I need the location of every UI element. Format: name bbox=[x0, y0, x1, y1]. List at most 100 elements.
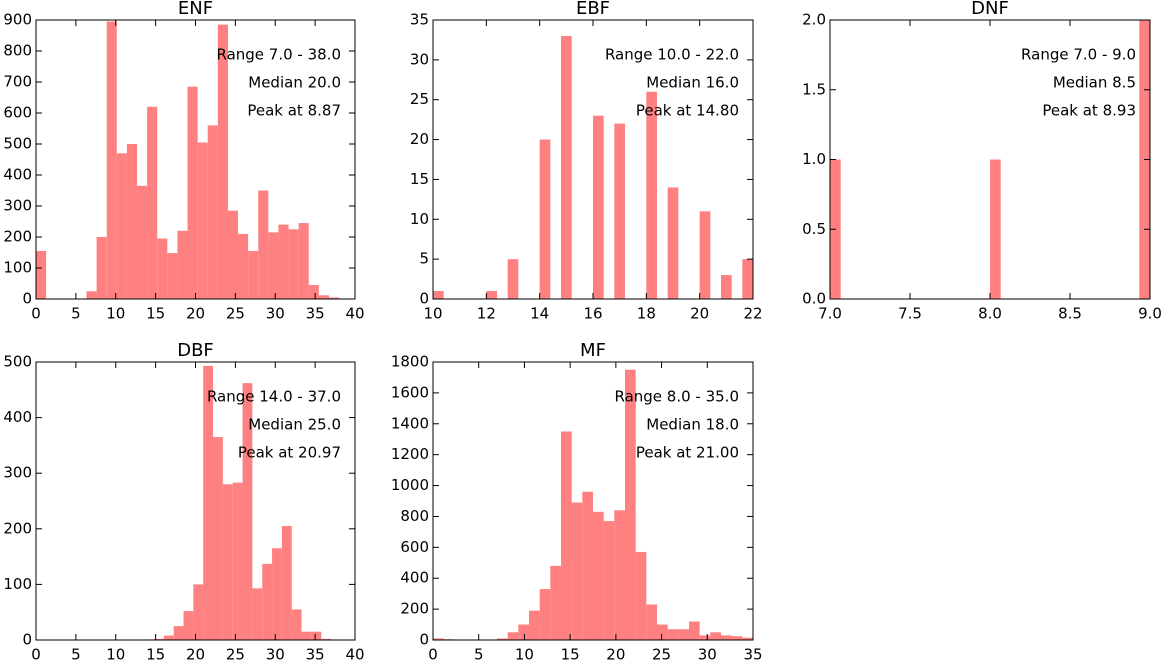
bar bbox=[177, 230, 188, 299]
y-tick-label: 15 bbox=[410, 170, 429, 188]
bar bbox=[710, 632, 721, 640]
x-tick-label: 5 bbox=[71, 646, 81, 661]
bar bbox=[699, 211, 711, 299]
x-tick-label: 0 bbox=[31, 305, 41, 323]
y-tick-label: 600 bbox=[400, 538, 429, 556]
y-tick-label: 25 bbox=[410, 90, 429, 108]
bar bbox=[258, 190, 269, 299]
y-tick-label: 0.5 bbox=[802, 220, 826, 238]
x-tick-label: 7.5 bbox=[898, 305, 922, 323]
x-tick-label: 15 bbox=[146, 305, 165, 323]
x-tick-label: 25 bbox=[226, 646, 245, 661]
annotation: Range 14.0 - 37.0 bbox=[207, 388, 341, 406]
bar bbox=[507, 632, 519, 640]
y-tick-label: 800 bbox=[3, 42, 32, 60]
bar bbox=[137, 185, 148, 299]
y-tick-label: 700 bbox=[3, 73, 32, 91]
y-tick-label: 0 bbox=[419, 631, 429, 649]
bar bbox=[657, 624, 668, 640]
plot-frame bbox=[432, 361, 754, 641]
bar bbox=[646, 604, 657, 640]
y-tick-label: 100 bbox=[3, 575, 32, 593]
bar bbox=[990, 159, 1001, 299]
y-tick-label: 400 bbox=[3, 166, 32, 184]
y-tick-label: 1.0 bbox=[802, 150, 826, 168]
bar bbox=[433, 638, 444, 640]
bar bbox=[262, 563, 273, 640]
x-tick-label: 35 bbox=[306, 305, 325, 323]
y-tick-label: 35 bbox=[410, 11, 429, 29]
y-tick-label: 0 bbox=[22, 290, 32, 308]
bar bbox=[291, 609, 302, 640]
bar bbox=[699, 635, 711, 640]
y-tick-label: 1.5 bbox=[802, 80, 826, 98]
x-tick-label: 15 bbox=[146, 646, 165, 661]
annotation: Peak at 8.87 bbox=[247, 102, 341, 120]
bar bbox=[242, 383, 253, 640]
bar bbox=[278, 224, 289, 299]
x-tick-label: 10 bbox=[515, 646, 534, 661]
annotation: Median 18.0 bbox=[646, 416, 739, 434]
bar bbox=[742, 637, 753, 640]
bar bbox=[593, 511, 604, 640]
bar bbox=[154, 638, 164, 640]
y-tick-label: 500 bbox=[3, 353, 32, 371]
y-tick-label: 1800 bbox=[391, 353, 429, 371]
y-tick-label: 10 bbox=[410, 210, 429, 228]
x-tick-label: 30 bbox=[266, 646, 285, 661]
bar bbox=[193, 584, 204, 640]
bar bbox=[268, 232, 279, 299]
bar bbox=[213, 437, 223, 640]
x-tick-label: 35 bbox=[743, 646, 762, 661]
bar bbox=[667, 187, 679, 299]
x-tick-label: 8.0 bbox=[978, 305, 1002, 323]
bar bbox=[147, 106, 158, 299]
x-tick-label: 12 bbox=[477, 305, 496, 323]
bar bbox=[116, 153, 127, 299]
y-tick-label: 1600 bbox=[391, 383, 429, 401]
chart-title: ENF bbox=[178, 0, 213, 19]
bar bbox=[301, 631, 312, 640]
x-tick-label: 16 bbox=[583, 305, 602, 323]
bar bbox=[582, 491, 593, 640]
x-tick-label: 20 bbox=[690, 305, 709, 323]
bar bbox=[157, 238, 168, 299]
bar bbox=[126, 144, 138, 299]
bar bbox=[635, 551, 647, 640]
bar bbox=[207, 125, 218, 300]
x-tick-label: 30 bbox=[266, 305, 285, 323]
x-tick-label: 5 bbox=[474, 646, 484, 661]
bar bbox=[614, 123, 625, 299]
bar bbox=[197, 142, 208, 299]
bar bbox=[173, 626, 184, 640]
bar bbox=[238, 233, 249, 299]
annotation: Peak at 8.93 bbox=[1042, 102, 1136, 120]
annotation: Peak at 20.97 bbox=[238, 444, 341, 462]
x-tick-label: 10 bbox=[423, 305, 442, 323]
annotation: Median 25.0 bbox=[248, 416, 341, 434]
bar bbox=[593, 115, 604, 300]
bar bbox=[318, 295, 329, 299]
bar bbox=[571, 502, 583, 640]
x-tick-label: 8.5 bbox=[1058, 305, 1082, 323]
x-tick-label: 40 bbox=[345, 646, 364, 661]
bar bbox=[232, 482, 243, 640]
annotation: Median 20.0 bbox=[248, 74, 341, 92]
y-tick-label: 0.0 bbox=[802, 290, 826, 308]
y-tick-label: 400 bbox=[400, 569, 429, 587]
bar bbox=[281, 526, 292, 640]
y-tick-label: 400 bbox=[3, 408, 32, 426]
x-tick-label: 20 bbox=[606, 646, 625, 661]
bar bbox=[539, 139, 551, 299]
x-tick-label: 7.0 bbox=[818, 305, 842, 323]
bar bbox=[539, 589, 551, 640]
bar bbox=[507, 259, 519, 299]
bar bbox=[96, 237, 107, 299]
bar bbox=[529, 610, 540, 640]
bar bbox=[167, 253, 178, 299]
x-tick-label: 9.0 bbox=[1138, 305, 1162, 323]
bar bbox=[731, 636, 743, 640]
annotation: Peak at 21.00 bbox=[636, 444, 739, 462]
